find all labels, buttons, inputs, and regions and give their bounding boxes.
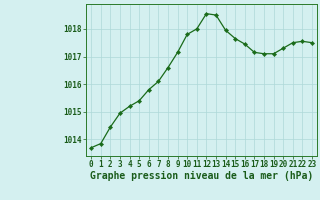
X-axis label: Graphe pression niveau de la mer (hPa): Graphe pression niveau de la mer (hPa) bbox=[90, 171, 313, 181]
